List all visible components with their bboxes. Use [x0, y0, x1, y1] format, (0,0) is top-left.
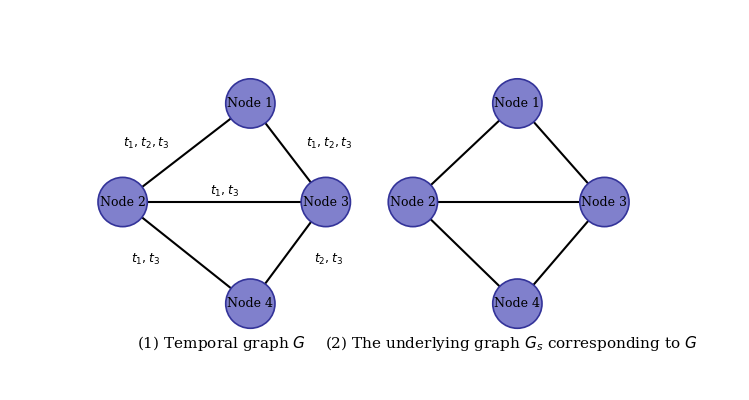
Text: $t_1, t_2, t_3$: $t_1, t_2, t_3$: [123, 136, 169, 151]
Text: (2) The underlying graph $G_s$ corresponding to $G$: (2) The underlying graph $G_s$ correspon…: [325, 334, 698, 353]
Ellipse shape: [388, 177, 437, 227]
Ellipse shape: [98, 177, 148, 227]
Text: Node 3: Node 3: [581, 196, 628, 208]
Ellipse shape: [225, 279, 275, 328]
Ellipse shape: [301, 177, 351, 227]
Ellipse shape: [493, 279, 542, 328]
Text: Node 4: Node 4: [228, 297, 273, 310]
Ellipse shape: [493, 79, 542, 128]
Text: Node 1: Node 1: [494, 97, 540, 110]
Text: Node 2: Node 2: [390, 196, 436, 208]
Text: $t_1, t_2, t_3$: $t_1, t_2, t_3$: [306, 136, 352, 151]
Text: (1) Temporal graph $G$: (1) Temporal graph $G$: [137, 334, 306, 353]
Text: Node 3: Node 3: [303, 196, 349, 208]
Text: $t_1, t_3$: $t_1, t_3$: [131, 252, 160, 266]
Text: Node 4: Node 4: [494, 297, 540, 310]
Text: Node 1: Node 1: [228, 97, 273, 110]
Text: Node 2: Node 2: [100, 196, 145, 208]
Text: $t_2, t_3$: $t_2, t_3$: [315, 252, 343, 266]
Ellipse shape: [580, 177, 629, 227]
Ellipse shape: [225, 79, 275, 128]
Text: $t_1, t_3$: $t_1, t_3$: [210, 184, 239, 199]
